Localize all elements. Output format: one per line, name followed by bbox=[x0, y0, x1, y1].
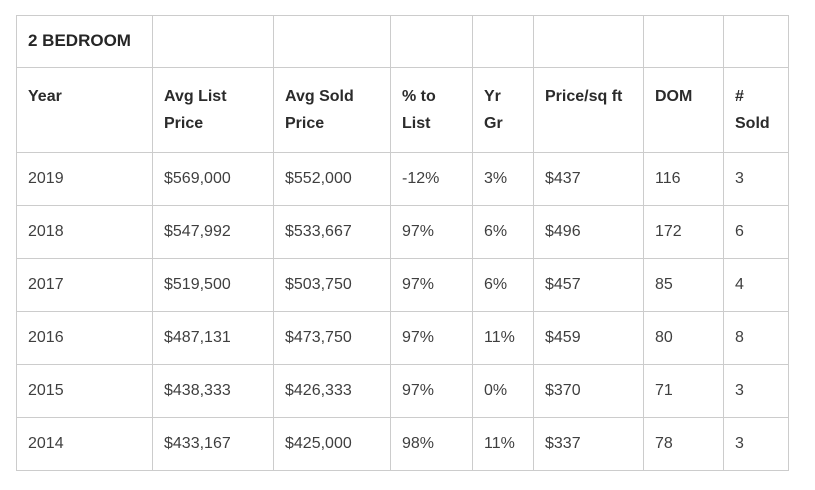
cell-num-sold: 3 bbox=[723, 417, 789, 471]
cell-avg-sold-price: $552,000 bbox=[273, 152, 391, 206]
cell-pct-to-list: 97% bbox=[390, 311, 473, 365]
cell-dom: 78 bbox=[643, 417, 724, 471]
empty-cell bbox=[723, 15, 789, 68]
empty-cell bbox=[273, 15, 391, 68]
table-title-row: 2 BEDROOM bbox=[16, 15, 789, 68]
table-row: 2015 $438,333 $426,333 97% 0% $370 71 3 bbox=[16, 364, 789, 418]
empty-cell bbox=[533, 15, 644, 68]
cell-year: 2018 bbox=[16, 205, 153, 259]
column-header-price-per-sqft: Price/sq ft bbox=[533, 67, 644, 153]
cell-avg-sold-price: $426,333 bbox=[273, 364, 391, 418]
cell-year: 2015 bbox=[16, 364, 153, 418]
cell-num-sold: 4 bbox=[723, 258, 789, 312]
cell-price-per-sqft: $370 bbox=[533, 364, 644, 418]
cell-yr-gr: 6% bbox=[472, 205, 534, 259]
cell-dom: 80 bbox=[643, 311, 724, 365]
cell-year: 2017 bbox=[16, 258, 153, 312]
table-row: 2017 $519,500 $503,750 97% 6% $457 85 4 bbox=[16, 258, 789, 312]
cell-avg-sold-price: $425,000 bbox=[273, 417, 391, 471]
column-header-year: Year bbox=[16, 67, 153, 153]
table-header-row: Year Avg List Price Avg Sold Price % to … bbox=[16, 67, 789, 153]
cell-pct-to-list: 98% bbox=[390, 417, 473, 471]
cell-pct-to-list: -12% bbox=[390, 152, 473, 206]
cell-avg-sold-price: $533,667 bbox=[273, 205, 391, 259]
empty-cell bbox=[643, 15, 724, 68]
cell-yr-gr: 0% bbox=[472, 364, 534, 418]
cell-pct-to-list: 97% bbox=[390, 258, 473, 312]
cell-dom: 172 bbox=[643, 205, 724, 259]
table-row: 2016 $487,131 $473,750 97% 11% $459 80 8 bbox=[16, 311, 789, 365]
empty-cell bbox=[152, 15, 274, 68]
cell-avg-list-price: $487,131 bbox=[152, 311, 274, 365]
table-row: 2019 $569,000 $552,000 -12% 3% $437 116 3 bbox=[16, 152, 789, 206]
column-header-avg-sold-price: Avg Sold Price bbox=[273, 67, 391, 153]
cell-year: 2019 bbox=[16, 152, 153, 206]
cell-price-per-sqft: $457 bbox=[533, 258, 644, 312]
cell-year: 2014 bbox=[16, 417, 153, 471]
price-table: 2 BEDROOM Year Avg List Price Avg Sold P… bbox=[16, 15, 789, 471]
empty-cell bbox=[390, 15, 473, 68]
cell-avg-sold-price: $473,750 bbox=[273, 311, 391, 365]
table-title: 2 BEDROOM bbox=[16, 15, 153, 68]
cell-avg-list-price: $547,992 bbox=[152, 205, 274, 259]
cell-num-sold: 6 bbox=[723, 205, 789, 259]
cell-dom: 116 bbox=[643, 152, 724, 206]
cell-dom: 71 bbox=[643, 364, 724, 418]
column-header-yr-gr: Yr Gr bbox=[472, 67, 534, 153]
cell-avg-list-price: $519,500 bbox=[152, 258, 274, 312]
cell-avg-list-price: $569,000 bbox=[152, 152, 274, 206]
cell-avg-list-price: $433,167 bbox=[152, 417, 274, 471]
cell-yr-gr: 11% bbox=[472, 417, 534, 471]
cell-avg-sold-price: $503,750 bbox=[273, 258, 391, 312]
cell-price-per-sqft: $337 bbox=[533, 417, 644, 471]
column-header-dom: DOM bbox=[643, 67, 724, 153]
cell-price-per-sqft: $437 bbox=[533, 152, 644, 206]
column-header-avg-list-price: Avg List Price bbox=[152, 67, 274, 153]
table-row: 2018 $547,992 $533,667 97% 6% $496 172 6 bbox=[16, 205, 789, 259]
cell-pct-to-list: 97% bbox=[390, 364, 473, 418]
cell-price-per-sqft: $459 bbox=[533, 311, 644, 365]
column-header-pct-to-list: % to List bbox=[390, 67, 473, 153]
cell-pct-to-list: 97% bbox=[390, 205, 473, 259]
empty-cell bbox=[472, 15, 534, 68]
cell-yr-gr: 11% bbox=[472, 311, 534, 365]
cell-yr-gr: 6% bbox=[472, 258, 534, 312]
column-header-num-sold: # Sold bbox=[723, 67, 789, 153]
cell-num-sold: 3 bbox=[723, 152, 789, 206]
cell-yr-gr: 3% bbox=[472, 152, 534, 206]
cell-avg-list-price: $438,333 bbox=[152, 364, 274, 418]
cell-dom: 85 bbox=[643, 258, 724, 312]
cell-num-sold: 3 bbox=[723, 364, 789, 418]
cell-num-sold: 8 bbox=[723, 311, 789, 365]
cell-year: 2016 bbox=[16, 311, 153, 365]
table-body: 2019 $569,000 $552,000 -12% 3% $437 116 3 2018 $5… bbox=[16, 152, 789, 471]
table-row: 2014 $433,167 $425,000 98% 11% $337 78 3 bbox=[16, 417, 789, 471]
cell-price-per-sqft: $496 bbox=[533, 205, 644, 259]
